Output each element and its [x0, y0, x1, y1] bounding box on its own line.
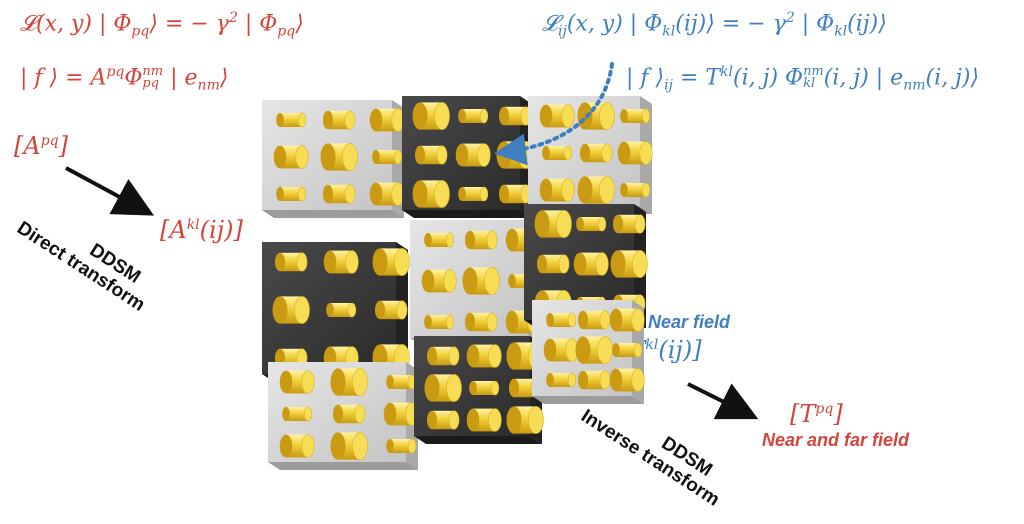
nanopillar	[462, 267, 500, 295]
nanopillar	[466, 408, 502, 432]
nanopillar	[322, 184, 356, 204]
nanopillar	[534, 210, 572, 238]
nanopillar	[543, 338, 579, 362]
a-pq-label: [Apq]	[14, 132, 69, 160]
global-expansion-equation: | f ⟩ = ApqΦnm pq | enm⟩	[20, 64, 229, 94]
nanopillar	[469, 380, 500, 396]
nanopillar	[279, 370, 315, 394]
nanopillar	[498, 184, 532, 204]
nanopillar	[539, 178, 575, 202]
nanopillar	[372, 149, 403, 165]
unit-cell-tile	[262, 100, 405, 218]
nanopillar	[332, 404, 366, 424]
nanopillar	[369, 108, 405, 132]
unit-cell-tile	[414, 336, 544, 444]
nanopillar	[464, 230, 498, 250]
nanopillar	[412, 102, 450, 130]
nanopillar	[620, 108, 651, 124]
nanopillar	[610, 250, 648, 278]
nanopillar	[609, 308, 645, 332]
nanopillar	[577, 102, 615, 130]
inverse-transform-arrow	[687, 382, 759, 420]
nanopillar	[372, 248, 410, 276]
nanopillar	[536, 254, 570, 274]
nanopillar	[272, 296, 310, 324]
nanopillar	[496, 141, 534, 169]
nanopillar	[323, 250, 359, 274]
nanopillar	[322, 110, 356, 130]
local-expansion-equation: | f ⟩ij = Tkl(i, j) Φnm kl (i, j) | enm(i,…	[626, 64, 980, 94]
nanopillar	[612, 214, 646, 234]
nanopillar	[320, 143, 358, 171]
near-far-field-label: Near and far field	[762, 430, 910, 450]
nanopillar	[276, 186, 307, 202]
unit-cell-tile	[528, 96, 653, 214]
nanopillar	[573, 252, 609, 276]
nanopillar	[330, 432, 368, 460]
a-kl-label: [Akl(ij)]	[160, 216, 243, 244]
nanopillar	[426, 346, 460, 366]
nanopillar	[546, 372, 577, 388]
nanopillar	[577, 310, 611, 330]
nanopillar	[276, 112, 307, 128]
nanopillar	[383, 402, 419, 426]
nanopillar	[498, 106, 532, 126]
nanopillar	[620, 182, 651, 198]
nanopillar	[386, 374, 417, 390]
near-field-label: Near field	[648, 312, 731, 332]
unit-cell-tile	[402, 96, 534, 218]
nanopillar	[466, 344, 502, 368]
nanopillar	[464, 312, 498, 332]
global-eigen-equation: 𝓛(x, y) | Φpq⟩ = − γ2 | Φpq⟩	[20, 10, 304, 40]
nanopillar	[330, 368, 368, 396]
unit-cell-tile	[262, 242, 410, 382]
nanopillar	[455, 143, 491, 167]
nanopillar	[279, 434, 315, 458]
nanopillar	[577, 176, 615, 204]
unit-cell-tile	[532, 300, 645, 404]
direct-transform-arrow	[65, 166, 155, 216]
nanopillar	[424, 314, 455, 330]
nanopillar	[386, 438, 417, 454]
nanopillar	[546, 312, 577, 328]
local-eigen-equation: 𝓛ij(x, y) | Φkl(ij)⟩ = − γ2 | Φkl(ij)⟩	[542, 10, 887, 40]
nanopillar	[369, 182, 405, 206]
unit-cell-tile	[268, 362, 419, 470]
nanopillar	[274, 252, 308, 272]
unit-cell-tile	[410, 220, 541, 346]
nanopillar	[458, 108, 489, 124]
nanopillar	[273, 145, 309, 169]
nanopillar	[579, 143, 613, 163]
nanopillar	[424, 232, 455, 248]
nanopillar	[326, 302, 357, 318]
nanopillar	[414, 145, 448, 165]
nanopillar	[576, 216, 607, 232]
nanopillar	[506, 406, 544, 434]
nanopillar	[374, 300, 408, 320]
nanopillar	[424, 374, 462, 402]
nanopillar	[617, 141, 653, 165]
nanopillar	[609, 368, 645, 392]
nanopillar	[577, 370, 611, 390]
nanopillar	[412, 180, 450, 208]
nanopillar	[282, 406, 313, 422]
zoom-dotted-arrow	[494, 62, 614, 166]
t-pq-label: [Tpq]	[790, 400, 843, 428]
nanopillar	[426, 410, 460, 430]
nanopillar	[612, 342, 643, 358]
nanopillar	[421, 269, 457, 293]
nanopillar	[575, 336, 613, 364]
nanopillar	[539, 104, 575, 128]
nanopillar	[458, 186, 489, 202]
nanopillar	[542, 145, 573, 161]
